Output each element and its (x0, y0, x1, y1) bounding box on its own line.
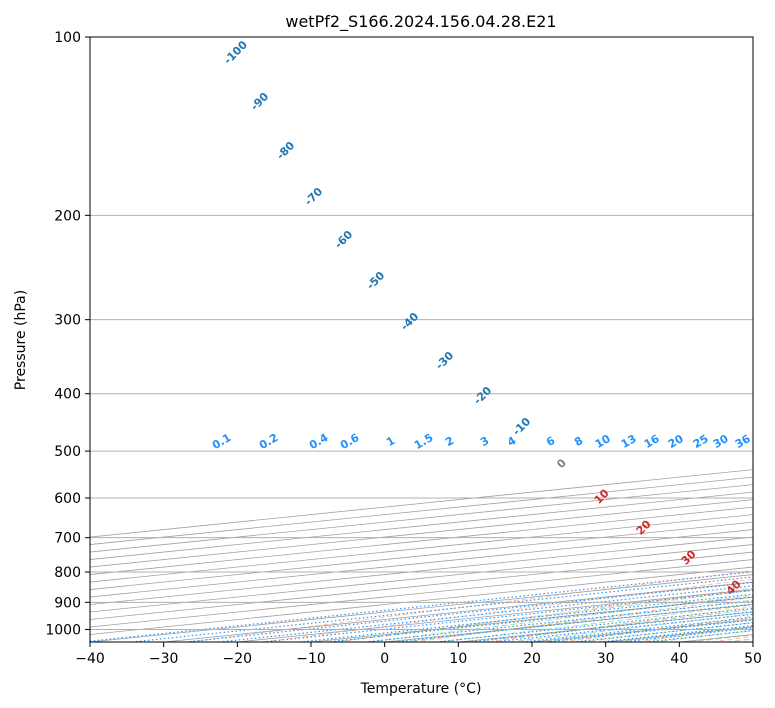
isotherm-line (90, 484, 753, 553)
x-tick-label: −10 (296, 651, 326, 667)
isotherm-line (90, 476, 753, 545)
y-tick-label: 700 (54, 531, 81, 547)
pressure-gridlines (90, 37, 753, 630)
x-axis-label: Temperature (°C) (360, 681, 482, 697)
x-tick-label: −30 (149, 651, 179, 667)
y-axis-label: Pressure (hPa) (13, 290, 29, 390)
isotherm-line (90, 506, 753, 575)
x-tick-label: 50 (744, 651, 762, 667)
mixing-ratio-line (131, 576, 753, 642)
y-tick-label: 300 (54, 313, 81, 329)
x-tick-label: −20 (223, 651, 253, 667)
y-tick-label: 600 (54, 491, 81, 507)
isotherm-line (90, 536, 753, 605)
y-tick-label: 1000 (45, 622, 81, 638)
y-tick-label: 500 (54, 444, 81, 460)
isotherm-line (90, 514, 753, 583)
y-axis: 100 200 300 400 500 600 700 800 900 1000 (45, 30, 90, 638)
isotherm-line (90, 499, 753, 568)
x-axis: −40 −30 −20 −10 0 10 20 30 40 50 (75, 642, 762, 667)
y-tick-label: 100 (54, 30, 81, 46)
isotherm-line (90, 529, 753, 598)
isotherms (90, 469, 753, 642)
plot-frame (89, 36, 754, 643)
mixing-ratio-lines (90, 571, 753, 642)
mixing-ratio-line (218, 585, 753, 642)
y-tick-label: 400 (54, 387, 81, 403)
x-tick-label: 10 (449, 651, 467, 667)
chart-title: wetPf2_S166.2024.156.04.28.E21 (285, 12, 556, 32)
isotherm-line (90, 491, 753, 560)
plot-area (90, 37, 753, 642)
mixing-ratio-line (185, 581, 753, 642)
x-tick-label: 40 (670, 651, 688, 667)
y-tick-label: 800 (54, 565, 81, 581)
x-tick-label: 0 (380, 651, 389, 667)
moist-adiabats (332, 589, 753, 642)
x-tick-label: 30 (597, 651, 615, 667)
y-tick-label: 200 (54, 208, 81, 224)
x-tick-label: −40 (75, 651, 105, 667)
x-tick-label: 20 (523, 651, 541, 667)
y-tick-label: 900 (54, 595, 81, 611)
moist-adiabat (332, 589, 753, 642)
isotherm-line (90, 521, 753, 590)
